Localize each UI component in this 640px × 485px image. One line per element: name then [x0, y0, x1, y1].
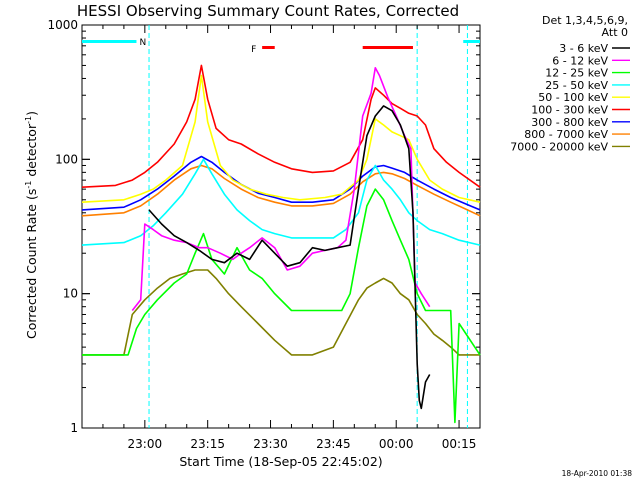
flare-bar-0 [262, 46, 275, 49]
y-axis-label-sup2: -1 [24, 116, 33, 124]
footer-timestamp: 18-Apr-2010 01:38 [562, 469, 633, 478]
flare-label: F [251, 45, 256, 55]
legend-label-100-300-kev: 100 - 300 keV [531, 104, 608, 117]
series-line-3-6-kev [148, 105, 431, 410]
y-tick-label-1: 1 [70, 421, 78, 435]
legend-label-3-6-kev: 3 - 6 keV [559, 42, 608, 55]
x-tick-label-2330: 23:30 [253, 437, 288, 451]
legend-label-50-100-kev: 50 - 100 keV [538, 91, 608, 104]
legend-label-12-25-kev: 12 - 25 keV [545, 67, 608, 80]
series-line-25-50-kev [81, 158, 481, 246]
y-tick-label-10: 10 [63, 287, 78, 301]
series-line-6-12-kev [131, 67, 431, 311]
series-line-800-7000-kev [81, 164, 481, 217]
saa-label: N [139, 38, 146, 48]
x-axis: 23:00 23:15 23:30 23:45 00:00 00:15 [102, 25, 477, 451]
saa-bar-1 [463, 40, 480, 43]
legend-header-line2: Att 0 [602, 26, 628, 39]
y-axis-label: Corrected Count Rate (s-1 detector-1) [24, 111, 39, 339]
y-tick-label-100: 100 [55, 152, 78, 166]
series-line-100-300-kev [81, 64, 481, 188]
flare-bar-1 [362, 46, 413, 49]
legend-header-line1: Det 1,3,4,5,6,9, [542, 14, 628, 27]
legend-label-25-50-kev: 25 - 50 keV [545, 79, 608, 92]
x-tick-label-0000: 00:00 [379, 437, 414, 451]
y-tick-label-1000: 1000 [47, 18, 78, 32]
y-axis-label-end: ) [24, 111, 39, 116]
x-tick-label-2300: 23:00 [128, 437, 163, 451]
plot-frame [81, 24, 481, 429]
series-layer [81, 64, 481, 424]
y-axis-label-part: Corrected Count Rate (s [24, 189, 39, 339]
legend-label-7000-20000-kev: 7000 - 20000 keV [510, 140, 608, 153]
series-line-7000-20000-kev [82, 269, 480, 356]
series-line-50-100-kev [81, 74, 481, 203]
x-axis-label: Start Time (18-Sep-05 22:45:02) [179, 454, 382, 469]
saa-bar-0 [82, 40, 137, 43]
legend-label-300-800-kev: 300 - 800 keV [531, 116, 608, 129]
legend-label-800-7000-kev: 800 - 7000 keV [524, 128, 608, 141]
x-tick-label-2345: 23:45 [316, 437, 351, 451]
y-axis-label-sup1: -1 [24, 181, 33, 189]
night-lines [148, 25, 468, 428]
y-axis: 1000 100 10 1 [47, 18, 480, 435]
legend-label-6-12-kev: 6 - 12 keV [552, 54, 608, 67]
y-axis-label-mid: detector [24, 123, 39, 181]
state-bars: NF [82, 38, 480, 55]
chart-title: HESSI Observing Summary Count Rates, Cor… [77, 2, 459, 20]
series-line-300-800-kev [81, 155, 481, 211]
series-line-12-25-kev [82, 188, 481, 424]
x-tick-label-0015: 00:15 [442, 437, 477, 451]
x-tick-label-2315: 23:15 [190, 437, 225, 451]
